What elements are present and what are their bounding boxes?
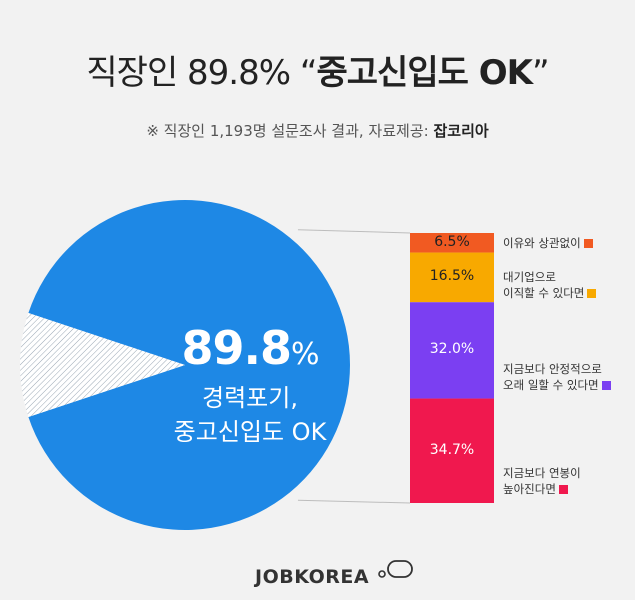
pie-slice-other bbox=[19, 313, 186, 417]
subtitle-source: 잡코리아 bbox=[433, 122, 489, 140]
legend-swatch bbox=[601, 380, 611, 390]
bar-segment-label: 지금보다 연봉이 높아진다면 bbox=[503, 466, 581, 496]
bar-segment-1 bbox=[410, 233, 494, 253]
bar-segment-label: 대기업으로 이직할 수 있다면 bbox=[503, 269, 633, 301]
title-normal: 직장인 89.8% “ bbox=[86, 53, 317, 93]
subtitle-text: ※ 직장인 1,193명 설문조사 결과, 자료제공: bbox=[146, 122, 434, 140]
bar-segment-value: 16.5% bbox=[429, 268, 475, 285]
pie-chart bbox=[19, 200, 350, 531]
pie-slice-main bbox=[28, 200, 350, 531]
pie-label-line1: 경력포기, bbox=[202, 384, 298, 412]
title-bold: 중고신입도 OK bbox=[316, 53, 532, 93]
page-subtitle: ※ 직장인 1,193명 설문조사 결과, 자료제공: 잡코리아 bbox=[0, 121, 635, 141]
bar-segment-value: 34.7% bbox=[429, 441, 475, 458]
legend-swatch bbox=[587, 289, 597, 299]
legend-swatch bbox=[558, 485, 568, 494]
pie-label-line2: 중고신입도 OK bbox=[173, 418, 327, 446]
connector-top bbox=[297, 229, 411, 234]
connector-lines bbox=[297, 229, 411, 504]
bar-segment-2 bbox=[410, 252, 494, 303]
pie-main-value: 89.8% bbox=[181, 321, 319, 375]
bar-segment-value: 6.5% bbox=[434, 233, 470, 250]
legend-swatch bbox=[583, 238, 593, 248]
bar-segment-3 bbox=[410, 302, 494, 399]
pie-center-label: 89.8% 경력포기, 중고신입도 OK bbox=[130, 322, 370, 449]
title-end: ” bbox=[531, 53, 550, 93]
bar-segment-value: 32.0% bbox=[429, 341, 475, 358]
connector-bottom bbox=[297, 499, 411, 504]
stacked-bar bbox=[410, 233, 494, 503]
bar-segment-label: 이유와 상관없이 bbox=[503, 235, 633, 251]
bar-segment-label: 지금보다 안정적으로 오래 일할 수 있다면 bbox=[503, 361, 633, 393]
jobkorea-logo: JOBKOREA bbox=[255, 566, 370, 588]
bar-segment-4 bbox=[410, 398, 494, 503]
logo-bubble-icon bbox=[378, 560, 413, 578]
page-title: 직장인 89.8% “중고신입도 OK” bbox=[0, 52, 635, 94]
